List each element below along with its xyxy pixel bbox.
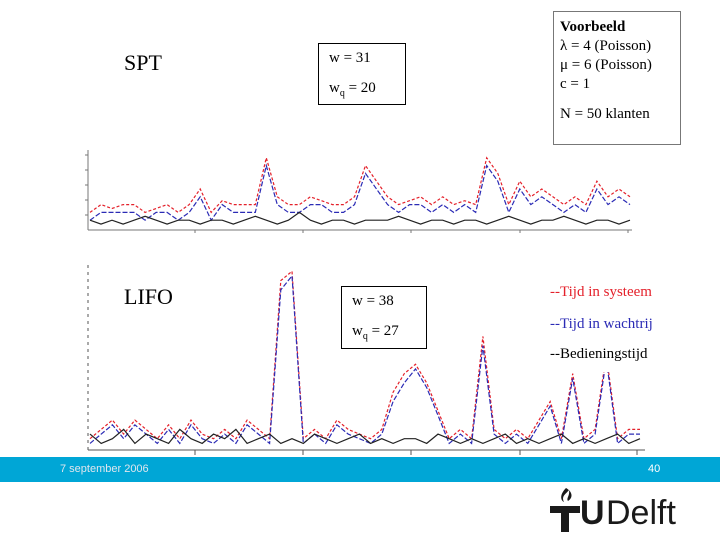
tudelft-logo: U Delft bbox=[546, 486, 706, 534]
lifo-w-value: w = 38 bbox=[352, 293, 394, 309]
page-number: 40 bbox=[648, 463, 661, 475]
spt-values-box: w = 31 wq = 20 bbox=[318, 43, 406, 105]
flame-icon bbox=[550, 488, 580, 532]
spt-label: SPT bbox=[124, 50, 162, 75]
legend bbox=[548, 282, 698, 372]
example-n: N = 50 klanten bbox=[560, 106, 650, 122]
lifo-series-service bbox=[89, 428, 641, 445]
lifo-label: LIFO bbox=[124, 284, 173, 309]
lifo-series-queue bbox=[89, 274, 640, 445]
lifo-series-system bbox=[89, 270, 640, 440]
spt-series-service bbox=[89, 211, 631, 225]
spt-series-queue bbox=[89, 163, 631, 222]
legend-system: --Tijd in systeem bbox=[550, 284, 652, 300]
spt-w-value: w = 31 bbox=[329, 50, 371, 66]
example-c: c = 1 bbox=[560, 76, 591, 92]
lifo-values-box: w = 38 wq = 27 bbox=[341, 286, 427, 349]
lifo-wq-value: wq = 27 bbox=[352, 323, 399, 342]
logo-u: U bbox=[580, 494, 605, 532]
footer-date: 7 september 2006 bbox=[60, 463, 149, 475]
spt-wq-value: wq = 20 bbox=[329, 80, 376, 99]
spt-chart-axes bbox=[85, 150, 632, 233]
footer-bar bbox=[0, 457, 720, 482]
legend-queue: --Tijd in wachtrij bbox=[550, 316, 653, 332]
logo-delft: Delft bbox=[606, 494, 676, 532]
lifo-label-bg bbox=[118, 280, 188, 312]
example-title: Voorbeeld bbox=[560, 19, 626, 35]
legend-service: --Bedieningstijd bbox=[550, 346, 648, 362]
example-box: Voorbeeld λ = 4 (Poisson) μ = 6 (Poisson… bbox=[553, 11, 681, 145]
example-mu: μ = 6 (Poisson) bbox=[560, 57, 652, 73]
example-lambda: λ = 4 (Poisson) bbox=[560, 38, 652, 54]
spt-series-system bbox=[89, 155, 631, 214]
